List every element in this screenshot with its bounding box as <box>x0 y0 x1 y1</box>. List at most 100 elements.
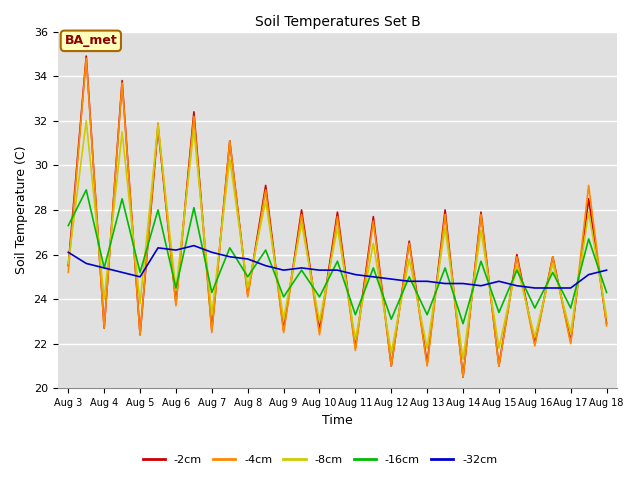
-2cm <box>226 138 234 144</box>
-2cm <box>351 345 359 351</box>
-2cm <box>567 338 575 344</box>
-32cm <box>567 285 575 291</box>
-32cm <box>316 267 323 273</box>
-4cm <box>208 330 216 336</box>
-2cm <box>513 252 521 257</box>
-4cm <box>460 374 467 380</box>
-2cm <box>100 325 108 331</box>
-32cm <box>351 272 359 277</box>
-2cm <box>333 209 341 215</box>
-16cm <box>351 312 359 318</box>
-32cm <box>603 267 611 273</box>
-16cm <box>405 274 413 280</box>
-2cm <box>316 327 323 333</box>
-4cm <box>423 363 431 369</box>
-4cm <box>351 348 359 353</box>
-4cm <box>83 55 90 61</box>
-16cm <box>83 187 90 193</box>
Line: -2cm: -2cm <box>68 56 607 377</box>
-32cm <box>298 265 305 271</box>
-4cm <box>172 303 180 309</box>
-2cm <box>495 363 503 369</box>
-16cm <box>118 196 126 202</box>
-16cm <box>567 305 575 311</box>
-4cm <box>262 187 269 193</box>
-8cm <box>333 225 341 231</box>
-32cm <box>208 250 216 255</box>
-8cm <box>513 263 521 269</box>
-16cm <box>531 305 539 311</box>
-16cm <box>549 269 557 275</box>
-2cm <box>65 263 72 269</box>
-4cm <box>531 343 539 349</box>
-4cm <box>585 182 593 188</box>
-32cm <box>495 278 503 284</box>
-4cm <box>244 294 252 300</box>
-32cm <box>441 281 449 287</box>
-4cm <box>333 214 341 219</box>
-8cm <box>226 156 234 162</box>
-32cm <box>65 250 72 255</box>
-32cm <box>172 247 180 253</box>
-2cm <box>298 207 305 213</box>
-8cm <box>100 296 108 302</box>
-2cm <box>208 327 216 333</box>
-16cm <box>65 223 72 228</box>
-4cm <box>298 212 305 217</box>
-2cm <box>405 238 413 244</box>
Y-axis label: Soil Temperature (C): Soil Temperature (C) <box>15 146 28 274</box>
-2cm <box>154 124 162 130</box>
-2cm <box>172 300 180 306</box>
-2cm <box>118 78 126 84</box>
-32cm <box>549 285 557 291</box>
-2cm <box>549 254 557 260</box>
-32cm <box>477 283 485 288</box>
-16cm <box>154 207 162 213</box>
-32cm <box>118 269 126 275</box>
-4cm <box>495 363 503 369</box>
-32cm <box>423 278 431 284</box>
-4cm <box>136 332 144 338</box>
-8cm <box>65 261 72 266</box>
-4cm <box>441 212 449 217</box>
Line: -32cm: -32cm <box>68 246 607 288</box>
-16cm <box>513 267 521 273</box>
-4cm <box>603 323 611 329</box>
-2cm <box>244 292 252 298</box>
-4cm <box>118 80 126 86</box>
-16cm <box>603 289 611 295</box>
-32cm <box>83 261 90 266</box>
-2cm <box>190 109 198 115</box>
-16cm <box>172 285 180 291</box>
-4cm <box>280 330 287 336</box>
-16cm <box>333 258 341 264</box>
-2cm <box>441 207 449 213</box>
-32cm <box>280 267 287 273</box>
-16cm <box>316 294 323 300</box>
Text: BA_met: BA_met <box>65 35 117 48</box>
-8cm <box>441 225 449 231</box>
-8cm <box>549 261 557 266</box>
-2cm <box>531 341 539 347</box>
-32cm <box>460 281 467 287</box>
-16cm <box>262 247 269 253</box>
-8cm <box>405 256 413 262</box>
-32cm <box>531 285 539 291</box>
X-axis label: Time: Time <box>322 414 353 427</box>
-32cm <box>262 263 269 269</box>
-8cm <box>460 357 467 362</box>
-4cm <box>65 269 72 275</box>
-2cm <box>585 196 593 202</box>
-2cm <box>369 214 377 219</box>
-8cm <box>423 345 431 351</box>
-8cm <box>83 118 90 124</box>
-16cm <box>208 289 216 295</box>
-4cm <box>387 363 395 369</box>
-32cm <box>405 278 413 284</box>
-2cm <box>387 363 395 369</box>
-2cm <box>477 209 485 215</box>
-8cm <box>172 288 180 293</box>
-8cm <box>531 334 539 340</box>
-8cm <box>154 122 162 128</box>
-8cm <box>477 227 485 233</box>
